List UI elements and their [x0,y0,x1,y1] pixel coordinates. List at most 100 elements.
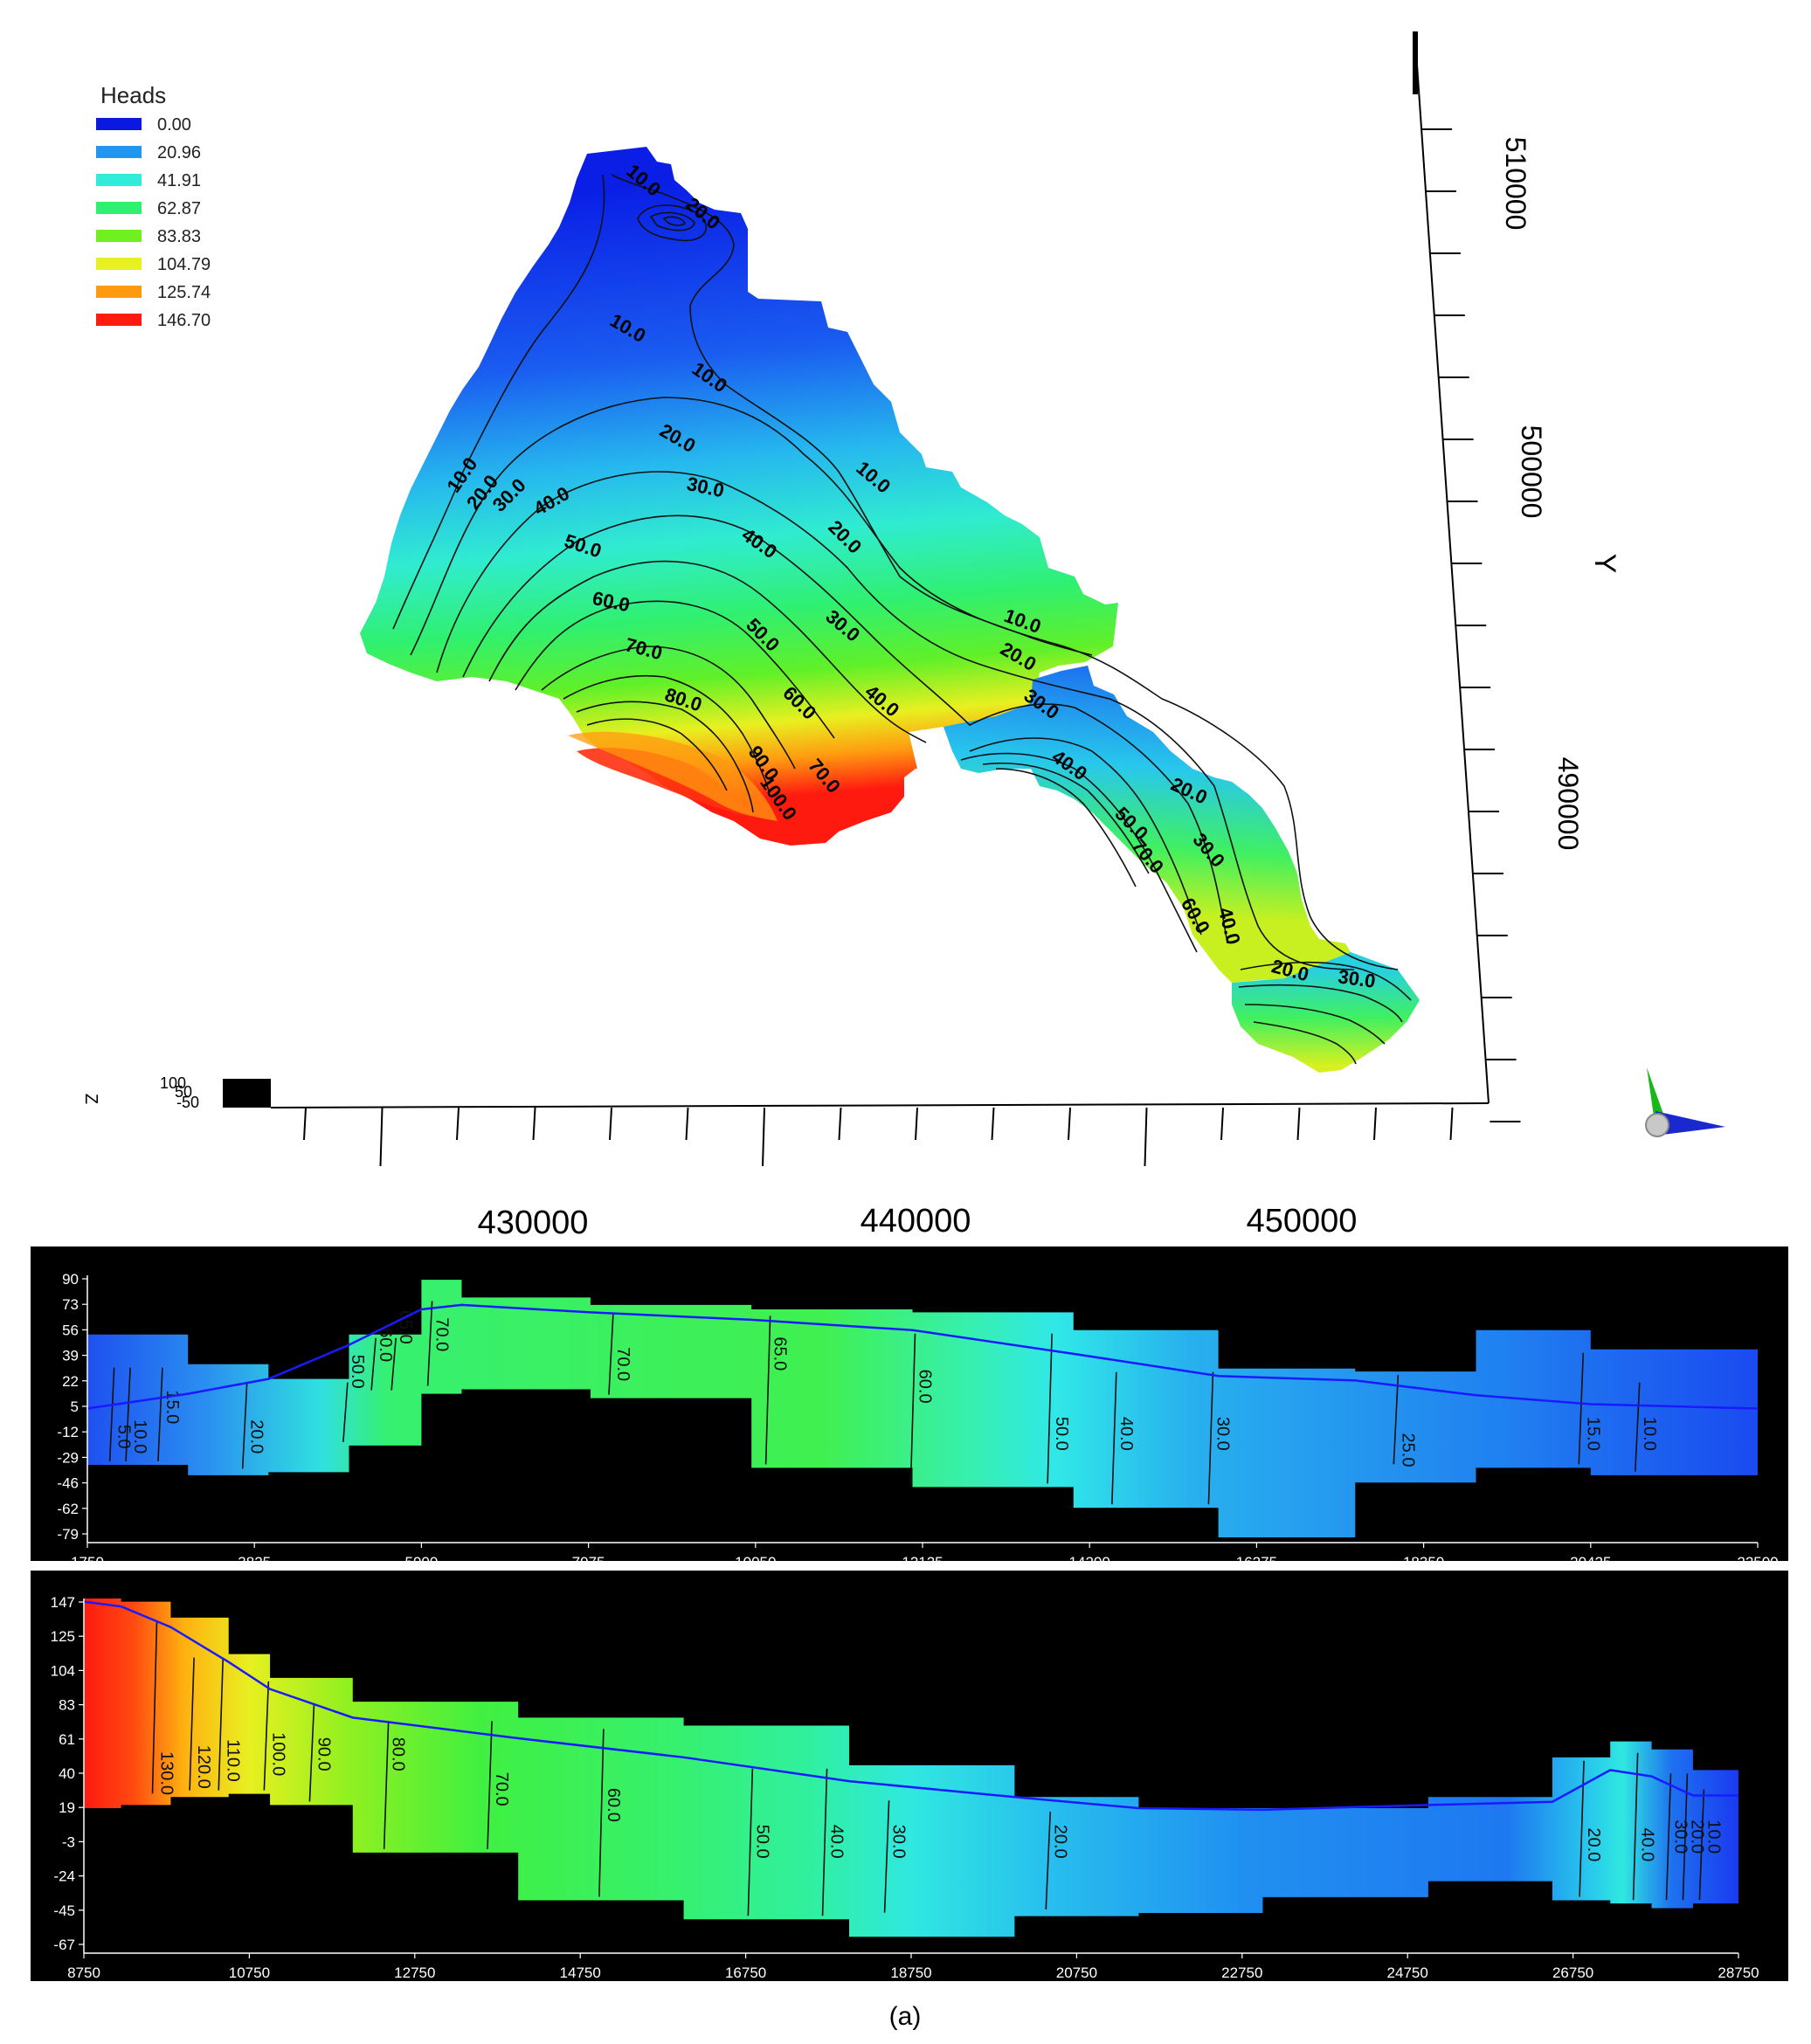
cs1-model-domain [87,1280,1758,1537]
cs1-contour-line [1578,1352,1585,1465]
plan-contour-lines [392,174,1412,1065]
cs2-x-tick-label: 14750 [560,1965,601,1981]
cs2-contour-line [1045,1811,1052,1910]
plan-y-tick-label: 500000 [1516,425,1547,519]
cs2-contour-line [263,1681,270,1791]
cs1-contour-label: 10.0 [130,1419,149,1454]
cs1-contour-line [342,1382,349,1442]
plan-y-axis-label: Y [1588,554,1621,574]
cs1-contour-label: 15.0 [162,1390,182,1424]
cs1-contour-line [391,1337,397,1391]
legend-label: 0.00 [157,115,191,135]
plan-x-tick [762,1107,765,1167]
cs2-contour-label: 10.0 [1704,1820,1723,1854]
cs2-contour-label: 110.0 [223,1739,242,1782]
cs1-contour-line [125,1367,131,1461]
legend-label: 83.83 [157,227,201,246]
cs1-contour-label: 25.0 [1398,1433,1417,1467]
plan-x-tick [1068,1107,1071,1141]
cs2-x-tick-label: 16750 [725,1965,766,1981]
cs2-y-tick-label: 147 [51,1594,75,1611]
plan-x-tick [991,1107,995,1141]
cs1-y-tick-label: -62 [57,1501,79,1517]
legend-label: 62.87 [157,199,201,218]
cs2-y-tick-label: -67 [53,1937,75,1953]
cs1-contour-line [108,1367,115,1461]
z-axis-stub [223,1079,271,1108]
cs1-y-tick-label: -46 [57,1475,79,1492]
cs2-contour-line [598,1729,605,1897]
cs2-y-tick-label: 125 [51,1628,75,1645]
cs1-contour-line [909,1333,916,1484]
legend-label: 104.79 [157,255,211,274]
plan-z-axis-label: Z [81,1094,100,1104]
legend-swatch [96,202,142,214]
cs2-x-tick-label: 8750 [67,1965,100,1981]
cs1-contour-line [1207,1371,1214,1505]
cs2-y-tick-label: -45 [53,1902,75,1919]
orientation-triad-icon [1645,1067,1725,1137]
cs2-contour-label: 20.0 [1584,1827,1603,1861]
legend-label: 41.91 [157,171,201,190]
plan-x-tick-label: 450000 [1247,1203,1358,1240]
cs1-x-tick-label: 7975 [572,1554,605,1571]
cs1-contour-label: 50.0 [1052,1417,1071,1451]
cs1-contour-label: 30.0 [1213,1417,1232,1451]
cs1-contour-line [370,1337,377,1391]
cs1-x-tick-label: 12125 [902,1554,943,1571]
plan-axis-frame [223,31,1490,1108]
plan-x-tick [1144,1107,1148,1167]
contour-label: 30.0 [1337,965,1377,992]
legend-swatch [96,146,142,158]
plan-x-ticks [303,1107,1454,1167]
cs2-contour-line [487,1721,493,1849]
cs2-contour-label: 90.0 [314,1737,333,1771]
cs2-contour-label: 40.0 [827,1825,847,1859]
cs2-x-tick-label: 18750 [890,1965,931,1981]
cs2-model-domain [84,1599,1738,1937]
legend-swatch [96,314,142,326]
cs1-y-tick-label: 22 [62,1373,79,1390]
cs2-contour-line [1665,1773,1672,1901]
cs2-head-line [83,1600,1738,1812]
cs2-x-tick-label: 12750 [394,1965,435,1981]
cs1-contour-label: 65.0 [771,1336,790,1371]
cs2-x-tick-label: 26750 [1552,1965,1593,1981]
cs1-y-tick-label: 73 [62,1296,79,1313]
cs1-x-tick-label: 18350 [1403,1554,1444,1571]
cs2-contour-label: 20.0 [1050,1825,1069,1859]
figure-caption: (a) [889,2002,922,2031]
legend-swatch [96,230,142,242]
plan-x-tick [609,1107,612,1141]
cs1-y-tick-label: -29 [57,1449,79,1466]
cs2-x-tick-label: 22750 [1221,1965,1262,1981]
cs2-contour-line [1579,1760,1585,1897]
cs1-contour-line [426,1301,433,1386]
plan-y-ticks [1421,128,1521,1122]
plan-x-tick [838,1107,842,1141]
cs2-x-tick-label: 24750 [1387,1965,1428,1981]
cs1-contour-label: 70.0 [613,1347,632,1381]
cs1-y-tick-label: -12 [57,1424,79,1440]
cs2-y-tick-label: -3 [62,1833,75,1850]
plan-x-tick [303,1107,307,1141]
cs2-contour-line [1698,1789,1705,1901]
cs1-x-tick-label: 14200 [1069,1554,1110,1571]
cs1-x-tick-label: 3825 [238,1554,271,1571]
cs2-contour-line [189,1657,195,1791]
cs1-contour-label: 60.0 [376,1328,395,1362]
cs2-contour-line [1682,1773,1689,1901]
cs1-contour-label: 65.0 [396,1310,415,1344]
cs2-contour-label: 40.0 [1638,1827,1657,1861]
cs2-x-tick-label: 28750 [1718,1965,1759,1981]
plan-x-tick [1296,1107,1301,1141]
cross-section-2: 130.0 120.0 110.0 100.0 90.0 80.0 70.0 60.0 50.0… [31,1571,1788,1981]
plan-x-tick-label: 430000 [478,1205,589,1241]
cs1-x-tick-label: 22500 [1737,1554,1778,1571]
cs1-contour-line [608,1312,614,1395]
plan-z-tick-label: 50 [175,1083,192,1101]
plan-x-tick-label: 440000 [861,1203,971,1240]
cs1-contour-line [1393,1375,1400,1465]
cs1-x-tick-label: 10050 [735,1554,776,1571]
cs1-contour-line [1111,1371,1117,1505]
